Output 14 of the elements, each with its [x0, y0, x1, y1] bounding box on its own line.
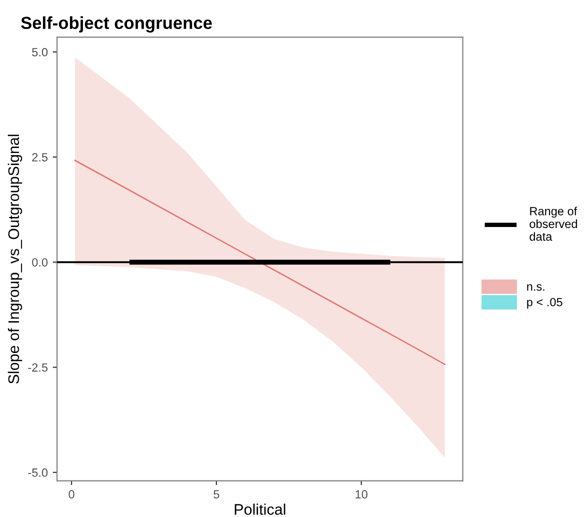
x-tick-label: 5: [214, 490, 220, 499]
y-tick-label: -5.0: [28, 468, 48, 477]
y-tick-label: 2.5: [32, 153, 48, 162]
y-axis-title: Slope of Ingroup_vs_OutgroupSignal: [8, 134, 22, 384]
chart-title: Self-object congruence: [21, 16, 212, 33]
y-tick-label: 0.0: [32, 258, 48, 267]
x-axis-title: Political: [234, 504, 286, 515]
x-tick-label: 0: [68, 490, 74, 499]
x-tick-label: 10: [356, 490, 368, 499]
legend-label: n.s.: [527, 284, 544, 291]
legend-label: p < .05: [527, 298, 562, 309]
y-tick-label: -2.5: [28, 363, 48, 372]
y-tick-label: 5.0: [32, 48, 48, 56]
legend-label: Range of observed data: [530, 206, 578, 241]
